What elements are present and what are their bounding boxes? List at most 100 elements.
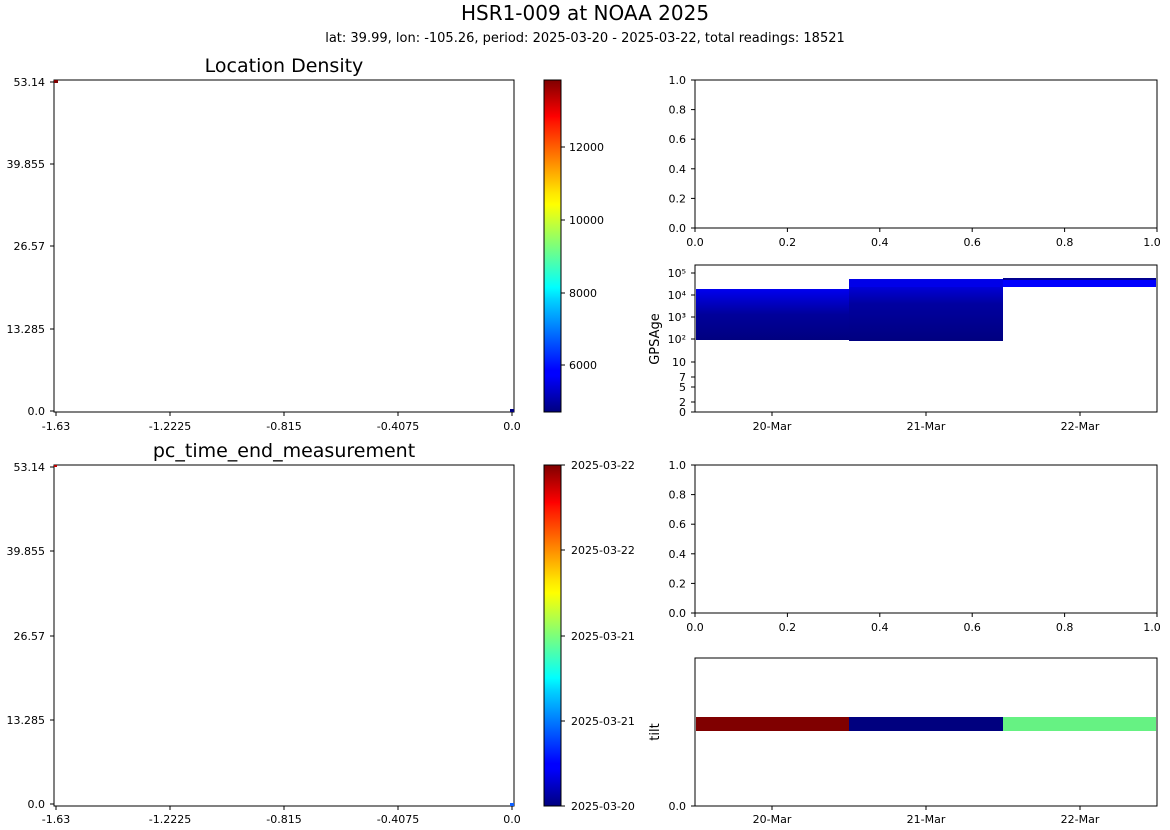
svg-text:53.14: 53.14 (14, 76, 46, 89)
x-tick: -0.4075 (377, 412, 419, 433)
svg-text:21-Mar: 21-Mar (907, 420, 946, 433)
y-tick: 13.285 (7, 323, 54, 336)
x-tick: 21-Mar (907, 806, 946, 826)
y-tick: 0.0 (669, 800, 695, 813)
colorbar-tick: 2025-03-22 (561, 544, 635, 557)
svg-text:-0.815: -0.815 (266, 420, 301, 433)
x-tick: 0.2 (779, 228, 796, 249)
colorbar-tick: 2025-03-22 (561, 459, 635, 472)
svg-text:22-Mar: 22-Mar (1061, 813, 1100, 826)
svg-text:26.57: 26.57 (14, 630, 46, 643)
svg-text:0.8: 0.8 (669, 489, 687, 502)
colorbar-tick: 6000 (561, 359, 597, 372)
svg-text:20-Mar: 20-Mar (753, 813, 792, 826)
svg-text:0.0: 0.0 (686, 236, 704, 249)
colorbar-tick: 2025-03-21 (561, 715, 635, 728)
svg-text:20-Mar: 20-Mar (753, 420, 792, 433)
x-tick: 0.8 (1056, 613, 1073, 634)
svg-text:-0.4075: -0.4075 (377, 420, 419, 433)
svg-text:0.0: 0.0 (503, 420, 521, 433)
svg-text:10: 10 (672, 356, 686, 369)
y-tick: 10³ (668, 311, 695, 324)
svg-text:0.2: 0.2 (779, 621, 797, 634)
x-tick: 22-Mar (1061, 412, 1100, 433)
location-density-y-axis: 53.14 39.855 26.57 13.285 0.0 (7, 76, 54, 418)
y-tick: 53.14 (14, 461, 54, 474)
density-cell-bottom-right (510, 409, 514, 412)
gpsage-column-20-mar (696, 289, 849, 340)
gpsage-column-21-mar (849, 279, 1003, 341)
tilt-band-20-mar (696, 717, 849, 731)
pc-time-colorbar: 2025-03-20 2025-03-21 2025-03-21 2025-03… (543, 459, 635, 813)
svg-text:-0.815: -0.815 (266, 813, 301, 826)
gpsage-ylabel: GPSAge (648, 313, 663, 365)
svg-text:0.4: 0.4 (669, 163, 687, 176)
svg-text:-1.2225: -1.2225 (149, 813, 191, 826)
svg-text:0.4: 0.4 (871, 621, 889, 634)
y-tick: 0.0 (669, 607, 695, 620)
tilt-panel: tilt 0.0 20-Mar 21-Mar 22-Mar (648, 657, 1158, 826)
x-tick: 0.4 (871, 228, 889, 249)
pc-time-axes (53, 464, 515, 807)
svg-text:5: 5 (679, 381, 686, 394)
svg-text:10²: 10² (668, 333, 686, 346)
location-density-colorbar: 6000 8000 10000 12000 (543, 79, 604, 413)
svg-text:2025-03-21: 2025-03-21 (571, 715, 635, 728)
svg-text:2025-03-21: 2025-03-21 (571, 630, 635, 643)
svg-text:1.0: 1.0 (1143, 236, 1161, 249)
svg-text:22-Mar: 22-Mar (1061, 420, 1100, 433)
tilt-band-22-mar (1003, 717, 1156, 731)
x-tick: 20-Mar (753, 806, 792, 826)
svg-text:2025-03-22: 2025-03-22 (571, 544, 635, 557)
y-tick: 0.0 (28, 798, 54, 811)
svg-text:7: 7 (679, 371, 686, 384)
y-tick: 5 (679, 381, 695, 394)
svg-text:2025-03-22: 2025-03-22 (571, 459, 635, 472)
y-tick: 13.285 (7, 714, 54, 727)
svg-text:10⁵: 10⁵ (668, 267, 686, 280)
x-tick: -0.815 (266, 806, 302, 826)
svg-text:0.0: 0.0 (686, 621, 704, 634)
svg-text:39.855: 39.855 (7, 158, 46, 171)
pc-time-title: pc_time_end_measurement (153, 440, 415, 462)
svg-text:26.57: 26.57 (14, 240, 46, 253)
svg-text:13.285: 13.285 (7, 323, 46, 336)
svg-text:0.4: 0.4 (871, 236, 889, 249)
colorbar-tick: 8000 (561, 287, 597, 300)
x-tick: -0.815 (266, 412, 302, 433)
x-tick: 0.6 (963, 228, 981, 249)
x-tick: -1.2225 (149, 806, 191, 826)
y-tick: 10² (668, 333, 695, 346)
x-tick: 0.6 (963, 613, 981, 634)
svg-text:2: 2 (679, 396, 686, 409)
empty-axes-top-y-axis: 0.0 0.2 0.4 0.6 0.8 1.0 (669, 74, 695, 235)
y-tick: 39.855 (7, 545, 54, 558)
svg-text:0.0: 0.0 (503, 813, 521, 826)
y-tick: 0.4 (669, 548, 695, 561)
svg-text:12000: 12000 (569, 141, 604, 154)
figure-subtitle: lat: 39.99, lon: -105.26, period: 2025-0… (325, 31, 845, 46)
svg-text:6000: 6000 (569, 359, 597, 372)
x-tick: -1.2225 (149, 412, 191, 433)
x-tick: 0.4 (871, 613, 889, 634)
svg-text:0.6: 0.6 (963, 621, 981, 634)
figure-title: HSR1-009 at NOAA 2025 (461, 1, 709, 25)
y-tick: 2 (679, 396, 695, 409)
svg-text:-1.2225: -1.2225 (149, 420, 191, 433)
y-tick: 53.14 (14, 76, 54, 89)
svg-text:10⁴: 10⁴ (668, 289, 687, 302)
y-tick: 0 (679, 406, 695, 419)
svg-text:0.2: 0.2 (669, 577, 687, 590)
svg-text:13.285: 13.285 (7, 714, 46, 727)
colorbar-tick: 2025-03-21 (561, 630, 635, 643)
y-tick: 0.4 (669, 163, 695, 176)
x-tick: 22-Mar (1061, 806, 1100, 826)
x-tick: 0.2 (779, 613, 797, 634)
svg-text:0.6: 0.6 (963, 236, 981, 249)
y-tick: 0.2 (669, 192, 695, 205)
svg-text:-1.63: -1.63 (42, 420, 70, 433)
svg-text:21-Mar: 21-Mar (907, 813, 946, 826)
colorbar-tick: 2025-03-20 (561, 800, 635, 813)
svg-text:0.0: 0.0 (669, 800, 687, 813)
x-tick: -1.63 (42, 806, 70, 826)
